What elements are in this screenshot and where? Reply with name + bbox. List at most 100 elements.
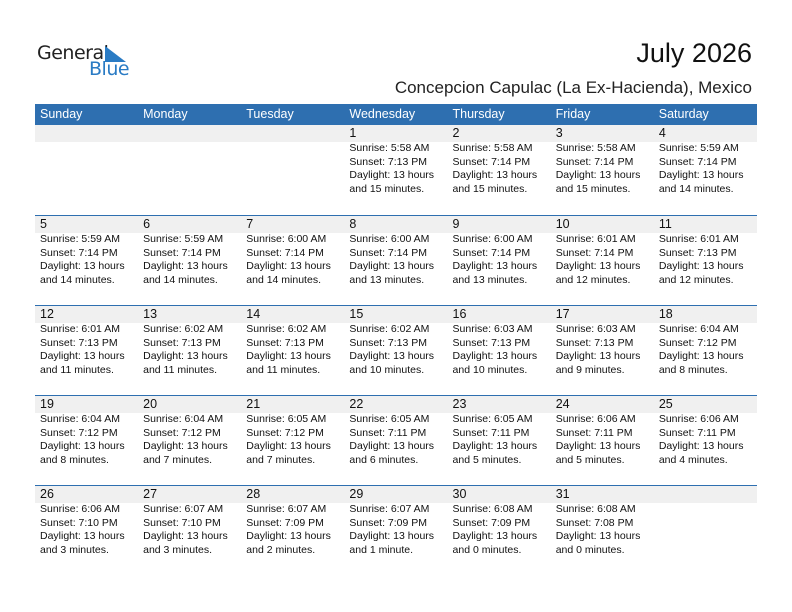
date-band: [35, 486, 757, 503]
logo-text-blue: Blue: [89, 58, 130, 80]
day-number: 21: [246, 397, 261, 411]
day-cell: 9 Sunrise: 6:00 AM Sunset: 7:14 PM Daylight…: [448, 216, 551, 306]
daylight-text: Daylight: 13 hours: [246, 350, 331, 362]
daylight-text: Daylight: 13 hours: [452, 530, 538, 542]
sunset-text: Sunset: 7:14 PM: [452, 155, 531, 168]
day-number: 26: [40, 487, 54, 501]
daylight-minutes-text: and 14 minutes.: [143, 273, 218, 286]
sunrise-text: Sunrise: 6:00 AM: [452, 233, 533, 245]
day-cell: 14 Sunrise: 6:02 AM Sunset: 7:13 PM Dayligh…: [241, 306, 344, 396]
daylight-minutes-text: and 13 minutes.: [452, 273, 528, 286]
sunrise-text: Sunrise: 5:59 AM: [40, 233, 120, 245]
sunset-text: Sunset: 7:14 PM: [246, 246, 324, 259]
sunset-text: Sunset: 7:09 PM: [452, 516, 531, 529]
sunset-text: Sunset: 7:13 PM: [349, 336, 428, 349]
date-band: [35, 216, 757, 233]
day-number: 16: [452, 307, 467, 321]
logo-text-general: General: [37, 42, 109, 64]
sunset-text: Sunset: 7:12 PM: [40, 426, 118, 439]
daylight-text: Daylight: 13 hours: [349, 260, 435, 272]
day-number: 6: [143, 217, 151, 231]
daylight-text: Daylight: 13 hours: [349, 169, 435, 181]
day-cell: 11 Sunrise: 6:01 AM Sunset: 7:13 PM Dayligh…: [654, 216, 757, 306]
daylight-minutes-text: and 7 minutes.: [246, 453, 316, 466]
sunset-text: Sunset: 7:13 PM: [349, 155, 428, 168]
daylight-minutes-text: and 11 minutes.: [246, 363, 321, 376]
daylight-minutes-text: and 0 minutes.: [555, 543, 625, 556]
daylight-text: Daylight: 13 hours: [40, 260, 125, 272]
day-cell: 27 Sunrise: 6:07 AM Sunset: 7:10 PM Dayligh…: [138, 486, 241, 576]
day-number: 3: [555, 126, 563, 140]
daylight-text: Daylight: 13 hours: [452, 440, 538, 452]
day-number: 17: [555, 307, 570, 321]
daylight-minutes-text: and 14 minutes.: [40, 273, 115, 286]
logo: General Blue: [37, 42, 132, 82]
daylight-text: Daylight: 13 hours: [349, 530, 435, 542]
daylight-text: Daylight: 13 hours: [555, 350, 641, 362]
day-cell: 20 Sunrise: 6:04 AM Sunset: 7:12 PM Dayligh…: [138, 396, 241, 486]
day-cell: 31 Sunrise: 6:08 AM Sunset: 7:08 PM Dayligh…: [551, 486, 654, 576]
day-number: 10: [555, 217, 570, 231]
daylight-minutes-text: and 10 minutes.: [452, 363, 528, 376]
daylight-minutes-text: and 1 minute.: [349, 543, 414, 556]
sunrise-text: Sunrise: 6:07 AM: [143, 503, 224, 515]
sunrise-text: Sunrise: 6:01 AM: [658, 233, 739, 245]
daylight-text: Daylight: 13 hours: [555, 530, 641, 542]
sunrise-text: Sunrise: 6:08 AM: [555, 503, 636, 515]
day-number: 7: [246, 217, 254, 231]
day-number: 30: [452, 487, 467, 501]
daylight-text: Daylight: 13 hours: [40, 350, 125, 362]
sunset-text: Sunset: 7:09 PM: [246, 516, 324, 529]
daylight-text: Daylight: 13 hours: [40, 530, 125, 542]
day-cell: 25 Sunrise: 6:06 AM Sunset: 7:11 PM Dayligh…: [654, 396, 757, 486]
daylight-text: Daylight: 13 hours: [143, 350, 228, 362]
daylight-minutes-text: and 3 minutes.: [143, 543, 213, 556]
day-number: 14: [246, 307, 261, 321]
daylight-text: Daylight: 13 hours: [658, 350, 744, 362]
daylight-minutes-text: and 7 minutes.: [143, 453, 213, 466]
sunrise-text: Sunrise: 6:01 AM: [40, 323, 120, 335]
sunrise-text: Sunrise: 5:58 AM: [349, 142, 430, 154]
daylight-minutes-text: and 12 minutes.: [555, 273, 631, 286]
week-row: 26 Sunrise: 6:06 AM Sunset: 7:10 PM Dayligh…: [35, 485, 757, 575]
day-number: 5: [40, 217, 47, 231]
sunrise-text: Sunrise: 6:00 AM: [246, 233, 327, 245]
week-row: 19 Sunrise: 6:04 AM Sunset: 7:12 PM Dayligh…: [35, 395, 757, 485]
day-cell: 30 Sunrise: 6:08 AM Sunset: 7:09 PM Dayligh…: [448, 486, 551, 576]
day-cell: 17 Sunrise: 6:03 AM Sunset: 7:13 PM Dayligh…: [551, 306, 654, 396]
day-cell: 2 Sunrise: 5:58 AM Sunset: 7:14 PM Daylight…: [448, 125, 551, 215]
day-number: 12: [40, 307, 54, 321]
sunset-text: Sunset: 7:11 PM: [658, 426, 736, 439]
day-number: 8: [349, 217, 357, 231]
daylight-text: Daylight: 13 hours: [658, 260, 744, 272]
day-number: 24: [555, 397, 570, 411]
sunrise-text: Sunrise: 5:59 AM: [658, 142, 739, 154]
day-number: 18: [658, 307, 673, 321]
day-number: 28: [246, 487, 261, 501]
daylight-text: Daylight: 13 hours: [452, 350, 538, 362]
day-cell: 16 Sunrise: 6:03 AM Sunset: 7:13 PM Dayligh…: [448, 306, 551, 396]
daylight-minutes-text: and 10 minutes.: [349, 363, 425, 376]
sunrise-text: Sunrise: 6:05 AM: [349, 413, 430, 425]
sunrise-text: Sunrise: 6:05 AM: [452, 413, 533, 425]
daylight-minutes-text: and 8 minutes.: [658, 363, 728, 376]
daylight-text: Daylight: 13 hours: [349, 440, 435, 452]
sunrise-text: Sunrise: 6:04 AM: [658, 323, 739, 335]
sunset-text: Sunset: 7:14 PM: [658, 155, 737, 168]
week-row: 12 Sunrise: 6:01 AM Sunset: 7:13 PM Dayligh…: [35, 305, 757, 395]
day-number: 15: [349, 307, 364, 321]
daylight-text: Daylight: 13 hours: [555, 260, 641, 272]
daylight-minutes-text: and 15 minutes.: [452, 182, 528, 195]
sunrise-text: Sunrise: 5:58 AM: [452, 142, 533, 154]
daylight-minutes-text: and 15 minutes.: [555, 182, 631, 195]
daylight-text: Daylight: 13 hours: [143, 260, 228, 272]
daylight-minutes-text: and 15 minutes.: [349, 182, 425, 195]
daylight-minutes-text: and 6 minutes.: [349, 453, 419, 466]
day-cell: 15 Sunrise: 6:02 AM Sunset: 7:13 PM Dayligh…: [344, 306, 447, 396]
sunrise-text: Sunrise: 6:07 AM: [349, 503, 430, 515]
daylight-minutes-text: and 12 minutes.: [658, 273, 734, 286]
sunset-text: Sunset: 7:13 PM: [452, 336, 531, 349]
sunset-text: Sunset: 7:09 PM: [349, 516, 428, 529]
weekday-wednesday: Wednesday: [349, 107, 416, 121]
daylight-minutes-text: and 8 minutes.: [40, 453, 109, 466]
